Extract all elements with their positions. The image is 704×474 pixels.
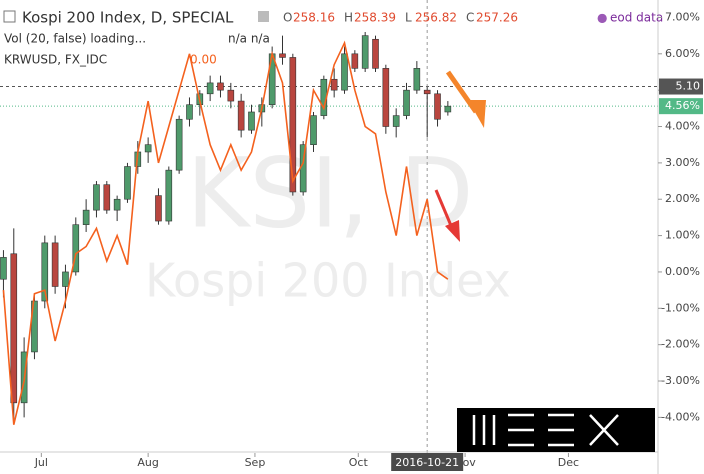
candle-body <box>93 184 100 211</box>
ohlc-value: 258.39 <box>354 11 396 25</box>
candle-body <box>0 257 7 280</box>
candle-body <box>423 89 431 95</box>
arrow-head <box>468 100 486 128</box>
candle-body <box>206 82 214 95</box>
candle-body <box>165 169 173 222</box>
price-label: 5.10 <box>676 80 701 93</box>
candle-body <box>434 93 441 120</box>
x-tick-label: Dec <box>558 456 579 469</box>
y-tick-label: 0.00% <box>665 265 700 278</box>
candle-body <box>124 166 131 200</box>
crosshair-label: 2016-10-21 <box>395 456 459 469</box>
y-tick-label: 4.00% <box>665 120 700 133</box>
candle-body <box>186 104 193 120</box>
candle-body <box>341 53 348 91</box>
price-label-box <box>659 78 703 95</box>
candle-body <box>248 111 255 131</box>
y-tick-label: -4.00% <box>661 410 700 423</box>
candle-body <box>382 68 390 127</box>
candle-body <box>392 115 400 127</box>
indicator-value: n/a n/a <box>228 32 270 46</box>
candle-body <box>361 35 369 69</box>
source-dot: ● <box>597 11 607 25</box>
price-label: 4.56% <box>665 99 700 112</box>
y-tick-label: 7.00% <box>665 10 700 23</box>
candle-body <box>403 89 410 116</box>
indicator-value: 0.00 <box>190 53 217 67</box>
candle-body <box>289 57 297 193</box>
collapse-icon[interactable] <box>3 10 16 23</box>
ohlc-value: 258.16 <box>293 11 335 25</box>
y-tick-label: -1.00% <box>661 301 700 314</box>
candle-body <box>310 115 317 145</box>
y-tick-label: -3.00% <box>661 374 700 387</box>
x-tick-label: Aug <box>137 456 158 469</box>
ohlc-label: O <box>283 11 292 25</box>
ohlc-label: L <box>405 11 412 25</box>
candle-body <box>31 300 38 353</box>
ohlc-label: H <box>344 11 353 25</box>
candle-body <box>113 198 121 211</box>
watermark-symbol: KSI, D <box>186 137 473 249</box>
arrow-head <box>445 220 460 242</box>
candle-body <box>217 82 224 91</box>
watermark-name: Kospi 200 Index <box>145 254 511 308</box>
crosshair-label-box <box>391 453 464 471</box>
candle-body <box>51 242 59 287</box>
logo <box>457 408 655 452</box>
plot <box>0 0 658 453</box>
candle-body <box>41 242 49 302</box>
candle-body <box>444 105 452 113</box>
y-tick-label: 3.00% <box>665 156 700 169</box>
y-tick-label: 6.00% <box>665 47 700 60</box>
indicator-name: Vol (20, false) loading... <box>4 32 146 46</box>
ohlc-label: C <box>466 11 474 25</box>
candle-body <box>144 144 152 153</box>
indicator-name: KRWUSD, FX_IDC <box>4 53 107 67</box>
candle-body <box>103 184 111 211</box>
candle-body <box>155 195 162 222</box>
x-tick-label: Jul <box>34 456 48 469</box>
ohlc-value: 256.82 <box>415 11 457 25</box>
compare-line <box>2 40 449 425</box>
x-tick-label: Oct <box>349 456 369 469</box>
symbol-title: Kospi 200 Index, D, SPECIAL <box>22 9 234 27</box>
candle-body <box>413 68 421 91</box>
ohlc-value: 257.26 <box>476 11 518 25</box>
candle-body <box>279 53 286 58</box>
candle-body <box>175 118 183 171</box>
candle-body <box>372 38 379 69</box>
arrow <box>434 189 454 229</box>
ohlc: O 258.16 H 258.39 L 256.82 C 257.26 <box>283 11 518 25</box>
candle-body <box>82 209 90 225</box>
source: eod data <box>610 11 663 25</box>
candle-body <box>10 253 18 404</box>
candle-body <box>72 224 80 273</box>
candle-body <box>62 271 69 287</box>
y-tick-label: 2.00% <box>665 192 700 205</box>
y-tick-label: 1.00% <box>665 229 700 242</box>
price-label-box <box>659 98 703 115</box>
x-tick-label: Sep <box>245 456 266 469</box>
header: Kospi 200 Index, D, SPECIAL ● eod data V… <box>3 9 663 67</box>
candle-body <box>227 89 235 102</box>
y-tick-label: -2.00% <box>661 338 700 351</box>
candle-body <box>351 53 359 69</box>
candle-body <box>330 78 338 91</box>
candle-body <box>237 100 245 131</box>
icon[interactable] <box>258 11 269 22</box>
